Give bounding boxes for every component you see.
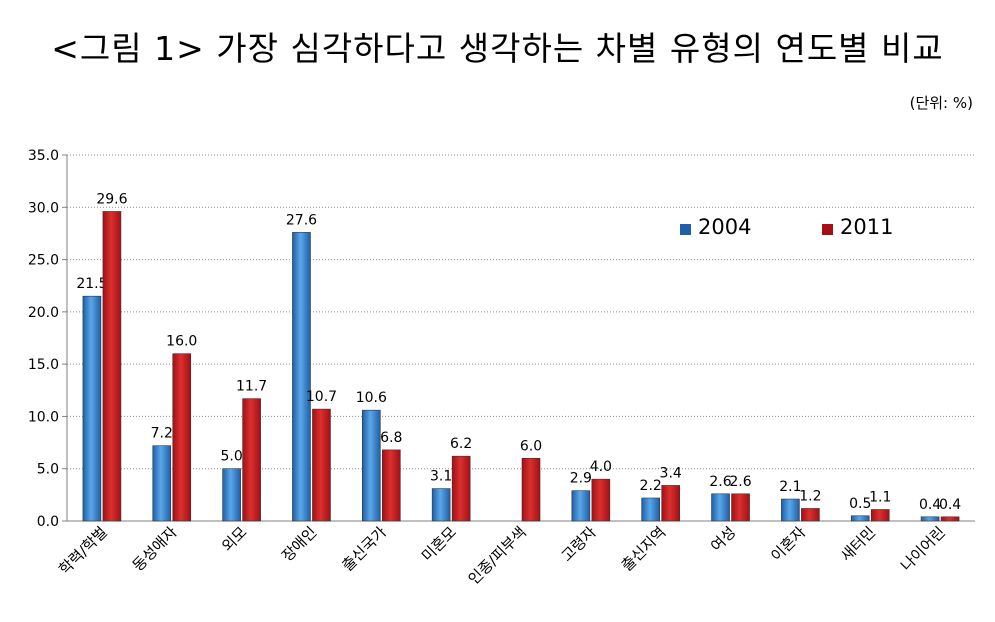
data-label-2004: 10.6 [356,390,387,406]
data-label-2011: 2.6 [729,474,751,490]
category-label: 미혼모 [418,523,460,565]
data-label-2011: 4.0 [590,459,612,475]
bar-2011 [172,353,192,522]
category-label: 여성 [707,523,739,555]
data-label-2011: 1.2 [799,488,821,504]
category-label: 이혼자 [767,523,809,565]
bar-2004 [82,295,102,522]
data-label-2004: 21.5 [76,276,107,292]
category-label: 동성애자 [129,523,181,575]
bar-2011 [731,493,750,522]
data-label-2011: 3.4 [660,465,682,481]
bar-2011 [451,455,471,522]
data-label-2011: 6.0 [520,438,542,454]
bar-2004 [850,515,870,522]
y-tick-label: 30.0 [28,200,59,216]
bar-2004 [431,488,451,522]
y-tick-label: 35.0 [28,148,59,164]
data-label-2004: 0.4 [919,497,941,513]
data-label-2011: 6.8 [380,430,402,446]
y-tick-label: 5.0 [37,462,59,478]
legend-label-2011: 2011 [840,215,893,239]
bar-2004 [781,498,800,522]
bar-2011 [102,211,122,522]
y-tick-label: 10.0 [28,409,59,425]
data-label-2011: 29.6 [96,191,127,207]
data-label-2004: 5.0 [220,449,242,465]
data-label-2004: 2.9 [570,471,592,487]
y-tick-label: 0.0 [37,514,59,530]
category-label: 출신국가 [338,523,390,575]
bar-2011 [591,478,611,522]
bar-2004 [152,445,172,522]
y-tick-label: 25.0 [28,253,59,269]
bar-2004 [292,232,311,522]
bar-2011 [521,457,541,522]
bar-2004 [222,468,241,522]
y-tick-label: 20.0 [28,305,59,321]
data-label-2004: 7.2 [151,426,173,442]
legend-swatch-2011 [822,224,833,235]
bar-2004 [711,493,730,522]
bar-2011 [870,509,890,522]
category-label: 나이어린 [897,523,949,575]
bar-2011 [661,485,680,522]
data-label-2004: 3.1 [430,469,452,485]
data-label-2011: 0.4 [939,497,961,513]
data-label-2004: 27.6 [286,212,317,228]
category-label: 학력/학벌 [55,523,110,578]
chart-title: <그림 1> 가장 심각하다고 생각하는 차별 유형의 연도별 비교 [51,29,944,68]
data-label-2011: 1.1 [869,489,891,505]
bar-2011 [940,516,960,522]
data-label-2004: 0.5 [849,496,871,512]
data-label-2011: 11.7 [236,379,267,395]
bar-2011 [801,508,820,522]
bar-2004 [362,409,381,522]
y-tick-label: 15.0 [28,357,59,373]
legend-swatch-2004 [680,224,691,235]
data-label-2011: 16.0 [166,334,197,350]
category-label: 고령자 [558,523,600,565]
data-label-2011: 6.2 [450,436,472,452]
category-label: 출신지역 [618,523,670,575]
category-label: 인종/피부색 [465,523,530,588]
category-label: 외모 [218,523,250,555]
unit-label: (단위: %) [909,94,973,112]
data-label-2011: 10.7 [306,389,337,405]
category-label: 장애인 [278,523,320,565]
category-label: 새터민 [837,523,879,565]
data-label-2004: 2.6 [709,474,731,490]
data-label-2004: 2.1 [779,479,801,495]
bar-2004 [571,490,591,522]
data-label-2004: 2.2 [640,478,662,494]
bar-2011 [312,408,331,522]
bar-2011 [242,398,261,522]
legend-label-2004: 2004 [698,215,751,239]
bar-2004 [920,516,940,522]
bar-2004 [641,497,660,522]
bar-2011 [382,449,401,522]
